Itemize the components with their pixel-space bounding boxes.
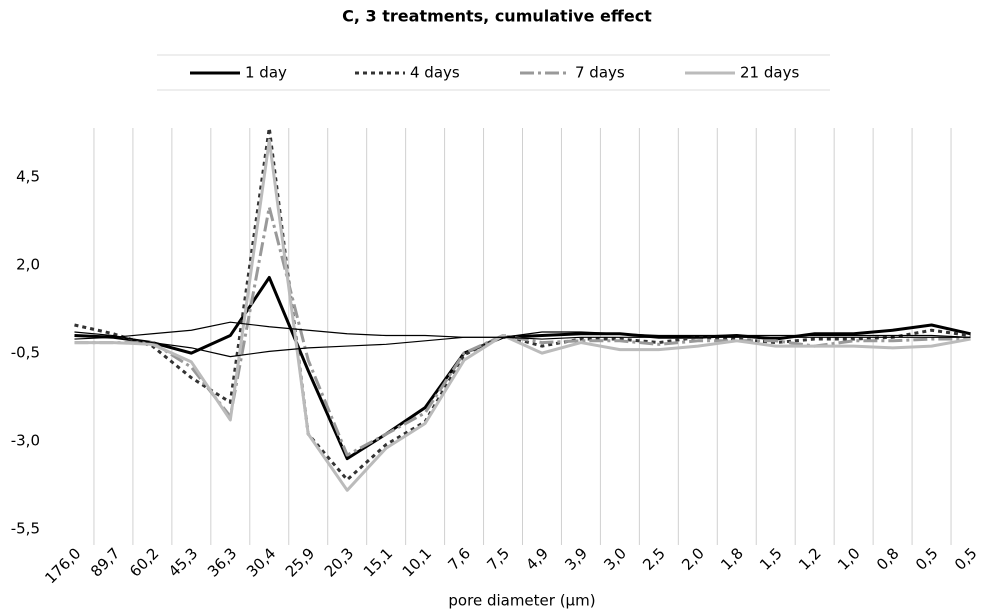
- legend-label: 7 days: [575, 64, 625, 82]
- y-tick-label: -5,5: [11, 520, 40, 538]
- series-line: [74, 275, 971, 461]
- x-tick-label: 89,7: [87, 544, 123, 580]
- x-tick-label: 1,0: [834, 544, 864, 574]
- y-tick-label: -3,0: [11, 432, 40, 450]
- series-line: [74, 321, 971, 340]
- chart-title: C, 3 treatments, cumulative effect: [342, 7, 652, 26]
- x-tick-label: 0,5: [912, 544, 942, 574]
- series-line: [74, 331, 971, 358]
- x-tick-label: 30,4: [243, 544, 279, 580]
- x-tick-label: 60,2: [126, 544, 162, 580]
- legend-label: 4 days: [410, 64, 460, 82]
- x-tick-label: 1,2: [795, 544, 825, 574]
- y-tick-label: 4,5: [16, 168, 40, 186]
- x-axis-title: pore diameter (µm): [448, 592, 595, 610]
- x-tick-label: 2,5: [639, 544, 669, 574]
- x-tick-label: 1,8: [717, 544, 747, 574]
- x-tick-label: 1,5: [756, 544, 786, 574]
- x-tick-label: 7,6: [444, 544, 474, 574]
- x-tick-label: 25,9: [282, 544, 318, 580]
- x-tick-label: 3,9: [561, 544, 591, 574]
- x-tick-label: 3,0: [600, 544, 630, 574]
- series-line: [74, 138, 971, 492]
- x-tick-label: 0,8: [873, 544, 903, 574]
- x-tick-label: 0,5: [951, 544, 981, 574]
- legend-label: 1 day: [245, 64, 287, 82]
- x-tick-label: 36,3: [204, 544, 240, 580]
- x-tick-label: 176,0: [41, 544, 84, 587]
- x-tick-label: 4,9: [522, 544, 552, 574]
- series-line: [74, 126, 971, 482]
- y-tick-label: 2,0: [16, 256, 40, 274]
- x-tick-label: 7,5: [483, 544, 513, 574]
- y-tick-label: -0,5: [11, 344, 40, 362]
- x-tick-label: 20,3: [321, 544, 357, 580]
- x-tick-label: 2,0: [678, 544, 708, 574]
- x-tick-label: 45,3: [165, 544, 201, 580]
- x-tick-label: 15,1: [360, 544, 396, 580]
- x-tick-label: 10,1: [399, 544, 435, 580]
- legend-label: 21 days: [740, 64, 799, 82]
